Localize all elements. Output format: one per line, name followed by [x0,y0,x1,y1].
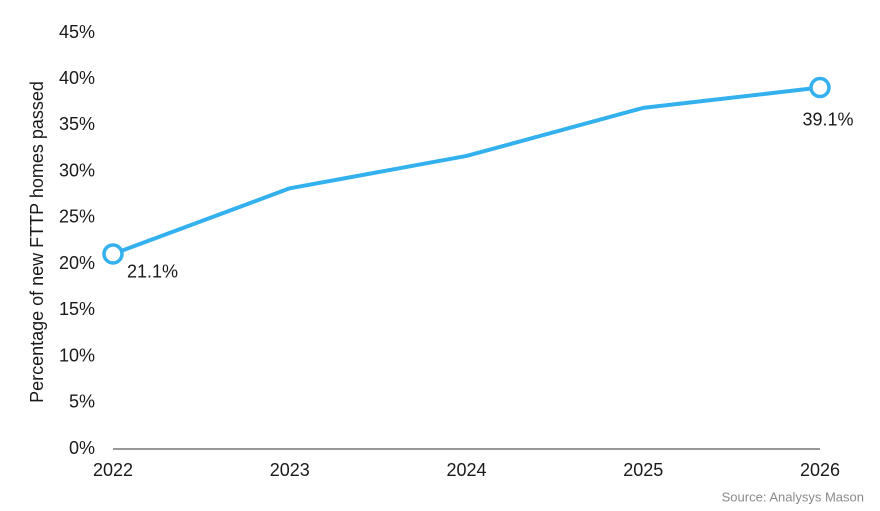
y-tick-label: 45% [59,22,95,42]
y-axis-label: Percentage of new FTTP homes passed [27,81,47,403]
x-tick-label: 2026 [800,460,840,480]
point-marker [809,76,831,99]
x-tick-label: 2022 [93,460,133,480]
y-tick-label: 30% [59,160,95,180]
x-tick-label: 2024 [446,460,486,480]
point-marker [102,243,124,265]
line [112,85,821,256]
y-tick-label: 5% [69,392,95,412]
source: Source: Analysys Mason [722,489,864,504]
x-tick-label: 2025 [623,460,663,480]
x-tick-label: 2023 [270,460,310,480]
y-tick-label: 15% [59,299,95,319]
y-tick-label: 10% [59,345,95,365]
y-tick-label: 40% [59,68,95,88]
y-tick-label: 25% [59,207,95,227]
y-tick-label: 20% [59,253,95,273]
value-label: 39.1% [802,109,853,129]
y-tick-label: 0% [69,438,95,458]
value-label: 21.1% [127,262,178,282]
y-tick-label: 35% [59,114,95,134]
